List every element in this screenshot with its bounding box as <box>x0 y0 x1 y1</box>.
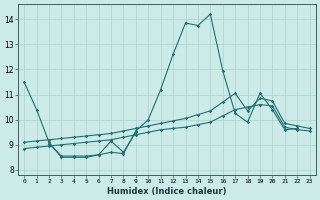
X-axis label: Humidex (Indice chaleur): Humidex (Indice chaleur) <box>107 187 227 196</box>
